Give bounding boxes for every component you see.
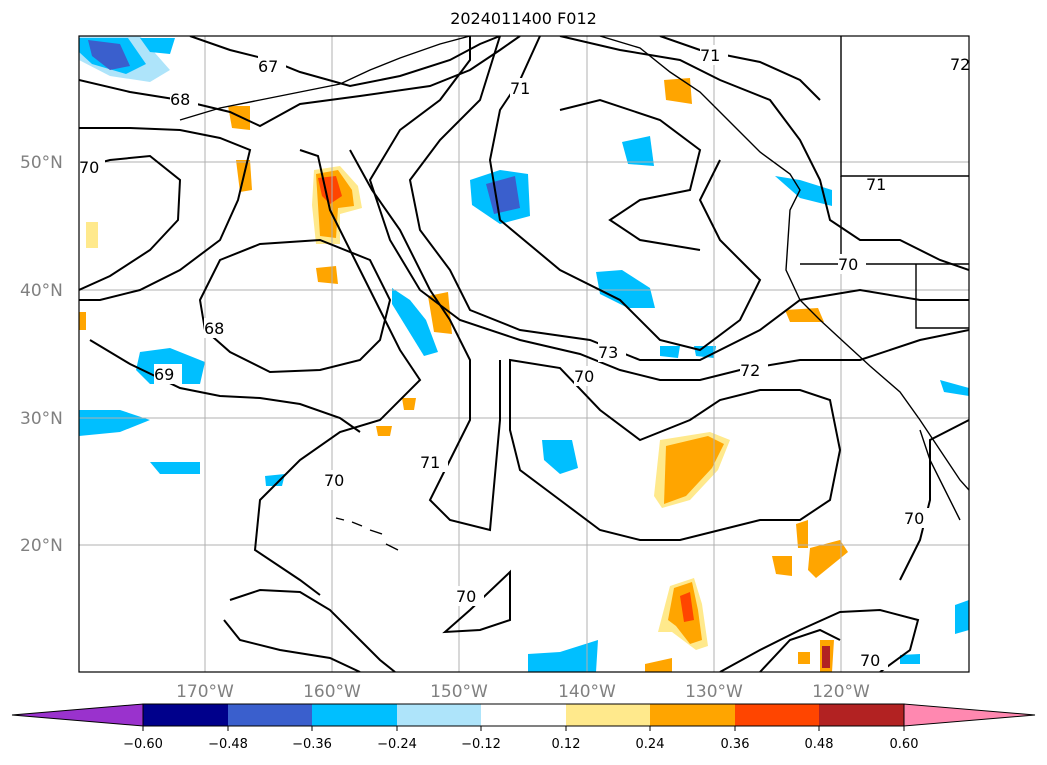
colorbar-bin <box>819 704 904 726</box>
colorbar-tick: −0.60 <box>123 737 163 752</box>
contour-label-group: 67 68 70 71 71 68 69 73 70 72 70 70 71 7… <box>79 45 970 670</box>
contour-label: 70 <box>79 158 99 177</box>
colorbar-extend-max <box>903 703 1036 727</box>
contour-label: 70 <box>574 367 594 386</box>
colorbar-bin <box>650 704 735 726</box>
contour-label: 69 <box>154 365 174 384</box>
colorbar-tick: 0.12 <box>552 737 581 752</box>
colorbar-tick: 0.24 <box>636 737 665 752</box>
height-contours <box>79 36 969 672</box>
lon-label: 120°W <box>812 682 870 702</box>
neg-patch <box>88 40 130 70</box>
contour-label: 67 <box>258 57 278 76</box>
colorbar-tick: 0.60 <box>890 737 919 752</box>
colorbar-bin <box>228 704 312 726</box>
contour-label: 72 <box>740 361 760 380</box>
lat-label: 20°N <box>20 536 63 556</box>
contour-label: 70 <box>904 509 924 528</box>
colorbar-tick: 0.36 <box>721 737 750 752</box>
colorbar-tick: −0.24 <box>377 737 417 752</box>
contour-label: 70 <box>324 471 344 490</box>
colorbar: −0.60 −0.48 −0.36 −0.24 −0.12 0.12 0.24 … <box>11 703 1036 752</box>
colorbar-tick: −0.48 <box>208 737 248 752</box>
shaded-field <box>79 36 969 672</box>
contour-label: 70 <box>456 587 476 606</box>
contour-label: 71 <box>866 175 886 194</box>
contour-label: 72 <box>950 55 970 74</box>
contour-label: 68 <box>204 319 224 338</box>
colorbar-bin <box>312 704 397 726</box>
colorbar-extend-min <box>11 703 144 727</box>
contour-label: 70 <box>860 651 880 670</box>
lon-label: 140°W <box>558 682 616 702</box>
lon-labels: 170°W 160°W 150°W 140°W 130°W 120°W <box>176 682 870 702</box>
contour-label: 71 <box>700 46 720 65</box>
lat-labels: 50°N 40°N 30°N 20°N <box>20 153 63 556</box>
colorbar-tick: −0.36 <box>292 737 332 752</box>
colorbar-tick: 0.48 <box>805 737 834 752</box>
lon-label: 150°W <box>430 682 488 702</box>
contour-label: 73 <box>598 343 618 362</box>
colorbar-bin <box>735 704 819 726</box>
map-title: 2024011400 F012 <box>450 9 597 28</box>
colorbar-bin <box>397 704 481 726</box>
lon-label: 160°W <box>303 682 361 702</box>
lat-label: 50°N <box>20 153 63 173</box>
coastlines <box>179 36 969 551</box>
colorbar-tick: −0.12 <box>461 737 501 752</box>
lat-label: 30°N <box>20 409 63 429</box>
lon-label: 130°W <box>685 682 743 702</box>
contour-label: 68 <box>170 90 190 109</box>
lon-label: 170°W <box>176 682 234 702</box>
plot-frame <box>78 35 970 673</box>
contour-label: 70 <box>838 255 858 274</box>
colorbar-bin <box>143 704 228 726</box>
graticule <box>79 36 969 672</box>
colorbar-bin <box>566 704 650 726</box>
lat-label: 40°N <box>20 281 63 301</box>
contour-label: 71 <box>510 79 530 98</box>
contour-label: 71 <box>420 453 440 472</box>
colorbar-bin <box>481 704 566 726</box>
